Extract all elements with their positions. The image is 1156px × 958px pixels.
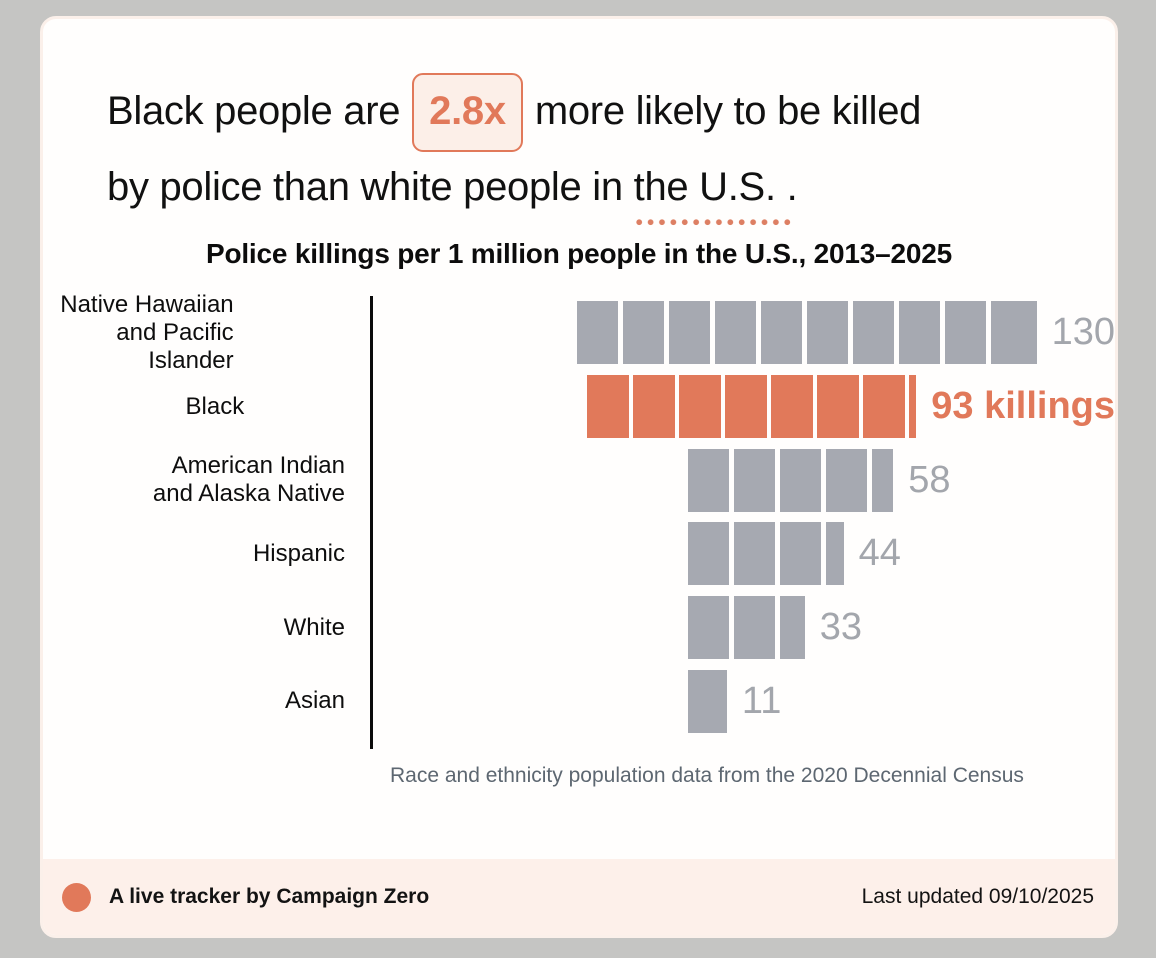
us-tooltip-term[interactable]: the U.S. (633, 165, 776, 209)
headline-line-2: by police than white people in the U.S. … (107, 152, 1079, 223)
bar-chart: Native Hawaiian and Pacific Islander 130 Bl… (43, 291, 1115, 738)
segment-divider (848, 301, 853, 365)
bar (688, 522, 844, 586)
segment-divider (775, 522, 780, 586)
bar-cell: 93 killings (587, 375, 1115, 439)
value-label: 130 (1051, 311, 1115, 354)
segment-divider (821, 448, 826, 512)
bar-row: White 33 (43, 591, 1115, 665)
segment-divider (812, 375, 818, 439)
segment-divider (756, 301, 761, 365)
segment-divider (802, 301, 807, 365)
segment-divider (821, 522, 826, 586)
segment-divider (940, 301, 945, 365)
category-label: White (283, 613, 345, 641)
headline-prefix: Black people are (107, 89, 401, 133)
category-label: Asian (284, 687, 345, 715)
bar-cell: 58 (688, 448, 1115, 512)
category-label: American Indian and Alaska Native (152, 452, 345, 508)
bar (576, 301, 1037, 365)
footer-last-updated: Last updated 09/10/2025 (861, 885, 1094, 908)
chart-y-axis (370, 296, 373, 749)
value-label: 44 (858, 532, 901, 575)
bar-row: Native Hawaiian and Pacific Islander 130 (43, 291, 1115, 374)
value-label: 58 (908, 458, 951, 501)
segment-divider (674, 375, 680, 439)
category-label: Native Hawaiian and Pacific Islander (60, 290, 234, 374)
segment-divider (729, 596, 734, 660)
segment-divider (894, 301, 899, 365)
segment-divider (618, 301, 623, 365)
bar-cell: 130 (576, 301, 1115, 365)
segment-divider (775, 596, 780, 660)
segment-divider (867, 448, 872, 512)
segment-divider (904, 375, 910, 439)
bar-cell: 11 (688, 669, 1115, 733)
category-label: Hispanic (252, 539, 345, 567)
bar (688, 448, 894, 512)
headline: Black people are 2.8x more likely to be ki… (107, 73, 1079, 223)
bar-row: Black 93 killings (43, 370, 1115, 444)
segment-divider (858, 375, 864, 439)
bar-cell: 33 (688, 596, 1115, 660)
bar (688, 596, 805, 660)
category-label: Black (185, 392, 245, 420)
segment-divider (729, 522, 734, 586)
bar-row: Hispanic 44 (43, 517, 1115, 591)
footer-attribution: A live tracker by Campaign Zero (109, 885, 430, 908)
value-label: 93 killings (931, 385, 1115, 428)
segment-divider (710, 301, 715, 365)
headline-line2-prefix: by police than white people in (107, 165, 623, 209)
segment-divider (986, 301, 991, 365)
headline-line2-period: . (786, 165, 798, 209)
value-label: 11 (741, 679, 782, 722)
segment-divider (664, 301, 669, 365)
chart-title: Police killings per 1 million people in … (205, 238, 953, 269)
bar-row: American Indian and Alaska Native 58 (43, 443, 1115, 517)
bar-highlighted (587, 375, 917, 439)
campaign-zero-dot-icon (62, 882, 91, 912)
chart-caption: Race and ethnicity population data from … (390, 764, 1024, 787)
bar (688, 669, 727, 733)
multiplier-chip: 2.8x (412, 73, 523, 152)
bar-row: Asian 11 (43, 664, 1115, 738)
segment-divider (775, 448, 780, 512)
value-label: 33 (819, 606, 863, 649)
headline-line-1: Black people are 2.8x more likely to be ki… (107, 73, 1079, 152)
bar-cell: 44 (688, 522, 1115, 586)
segment-divider (720, 375, 726, 439)
tracker-card: Black people are 2.8x more likely to be ki… (40, 16, 1118, 938)
footer-bar: A live tracker by Campaign Zero Last upd… (43, 859, 1115, 935)
segment-divider (628, 375, 634, 439)
segment-divider (766, 375, 772, 439)
segment-divider (729, 448, 734, 512)
headline-suffix: more likely to be killed (534, 89, 922, 133)
